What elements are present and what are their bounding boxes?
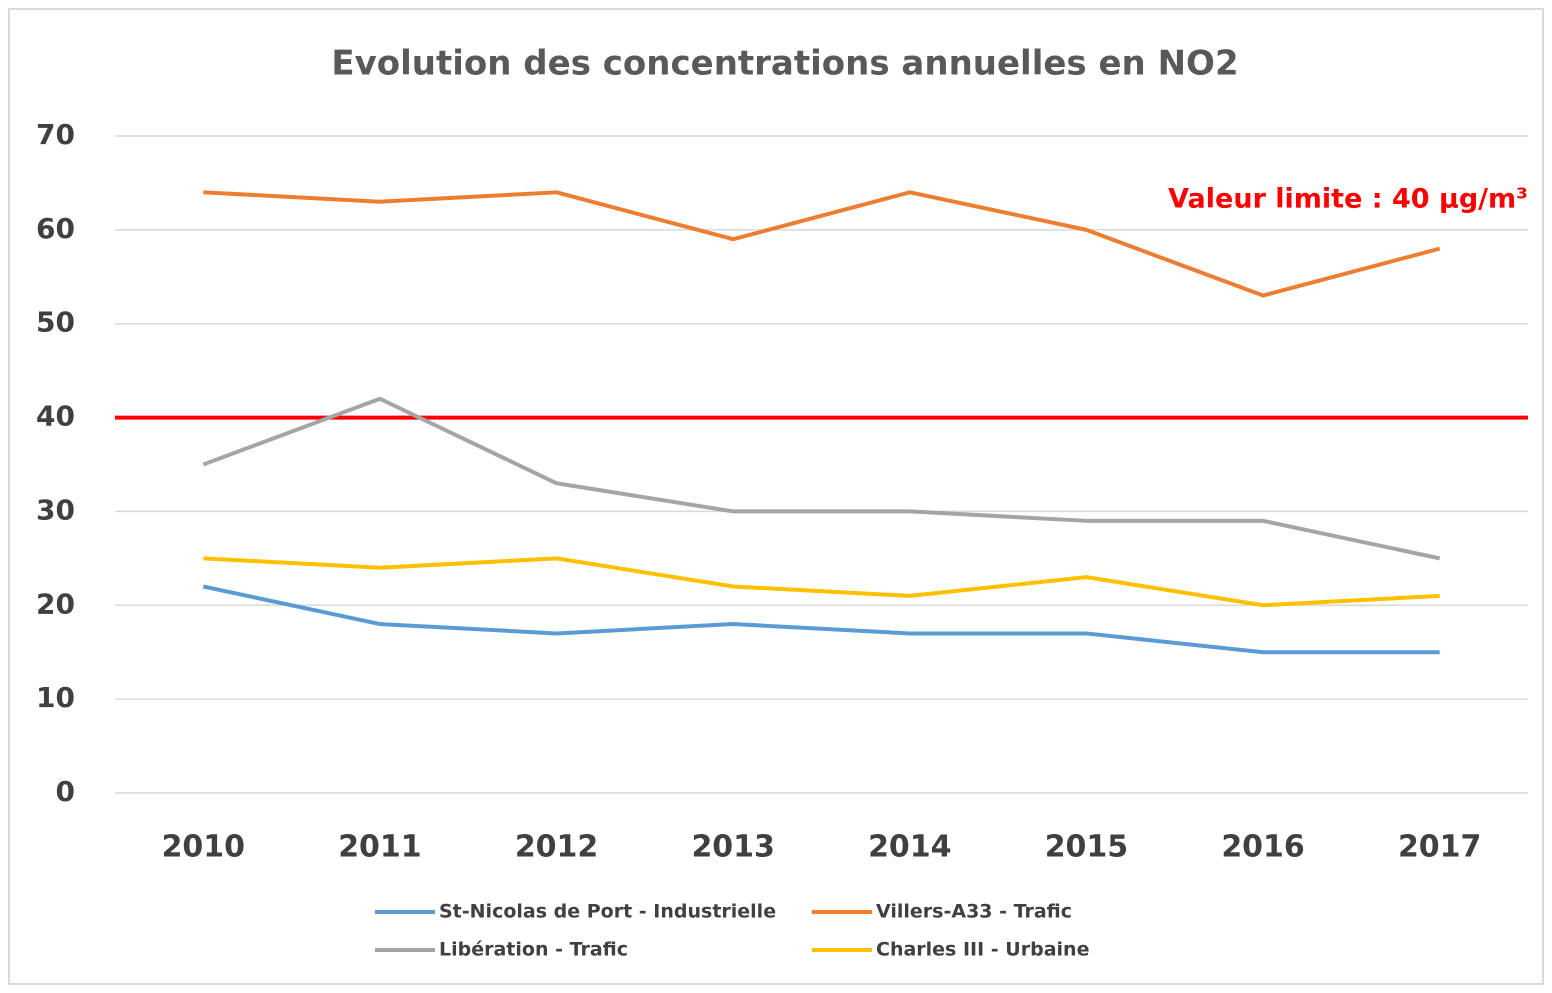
x-tick-label: 2017 bbox=[1398, 830, 1482, 865]
x-tick-label: 2010 bbox=[162, 830, 246, 865]
legend-label: Villers-A33 - Trafic bbox=[876, 901, 1072, 923]
chart-title: Evolution des concentrations annuelles e… bbox=[331, 44, 1238, 84]
x-tick-label: 2015 bbox=[1045, 830, 1129, 865]
reference-label: Valeur limite : 40 µg/m³ bbox=[1168, 184, 1528, 215]
x-tick-label: 2011 bbox=[338, 830, 422, 865]
series-line bbox=[203, 556, 1440, 608]
legend-label: Libération - Trafic bbox=[439, 939, 628, 961]
x-tick-label: 2012 bbox=[515, 830, 599, 865]
series-line bbox=[203, 190, 1441, 298]
y-tick-label: 10 bbox=[36, 681, 75, 714]
series-line bbox=[202, 584, 1440, 655]
y-tick-label: 30 bbox=[36, 493, 75, 526]
series-line bbox=[202, 396, 1441, 561]
y-tick-label: 70 bbox=[36, 118, 75, 151]
legend-label: Charles III - Urbaine bbox=[876, 939, 1089, 961]
y-tick-label: 40 bbox=[36, 400, 75, 433]
y-tick-label: 60 bbox=[36, 212, 75, 245]
legend-label: St-Nicolas de Port - Industrielle bbox=[439, 901, 776, 923]
x-tick-label: 2014 bbox=[868, 830, 952, 865]
chart-frame bbox=[8, 8, 1544, 985]
y-tick-label: 0 bbox=[56, 775, 75, 808]
y-tick-label: 20 bbox=[36, 587, 75, 620]
x-tick-label: 2016 bbox=[1221, 830, 1305, 865]
x-tick-label: 2013 bbox=[691, 830, 775, 865]
y-tick-label: 50 bbox=[36, 306, 75, 339]
